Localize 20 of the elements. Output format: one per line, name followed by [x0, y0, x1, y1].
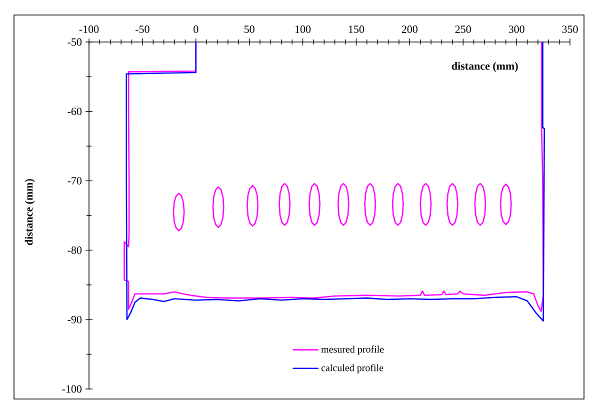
x-tick-label: -100	[79, 26, 99, 33]
y-tick-label: -70	[68, 177, 82, 185]
x-tick-label: 200	[402, 26, 418, 33]
y-tick-label: -100	[62, 385, 82, 393]
x-tick-label: 100	[296, 26, 311, 33]
legend-label: calculed profile	[321, 364, 384, 374]
y-tick-label: -90	[68, 316, 82, 324]
x-tick-label: 250	[455, 26, 471, 33]
x-tick-label: 0	[194, 26, 198, 33]
x-axis-title: distance (mm)	[452, 62, 518, 72]
y-tick-label: -60	[68, 108, 82, 116]
x-tick-label: 50	[244, 26, 254, 33]
y-axis-title: distance (mm)	[24, 179, 35, 246]
x-tick-label: -50	[136, 26, 150, 33]
legend-label: mesured profile	[321, 346, 384, 355]
y-tick-label: -80	[68, 246, 82, 254]
x-tick-label: 150	[348, 26, 364, 33]
x-tick-label: 300	[508, 26, 524, 33]
y-tick-label: -50	[68, 38, 82, 46]
x-tick-label: 350	[562, 26, 578, 33]
